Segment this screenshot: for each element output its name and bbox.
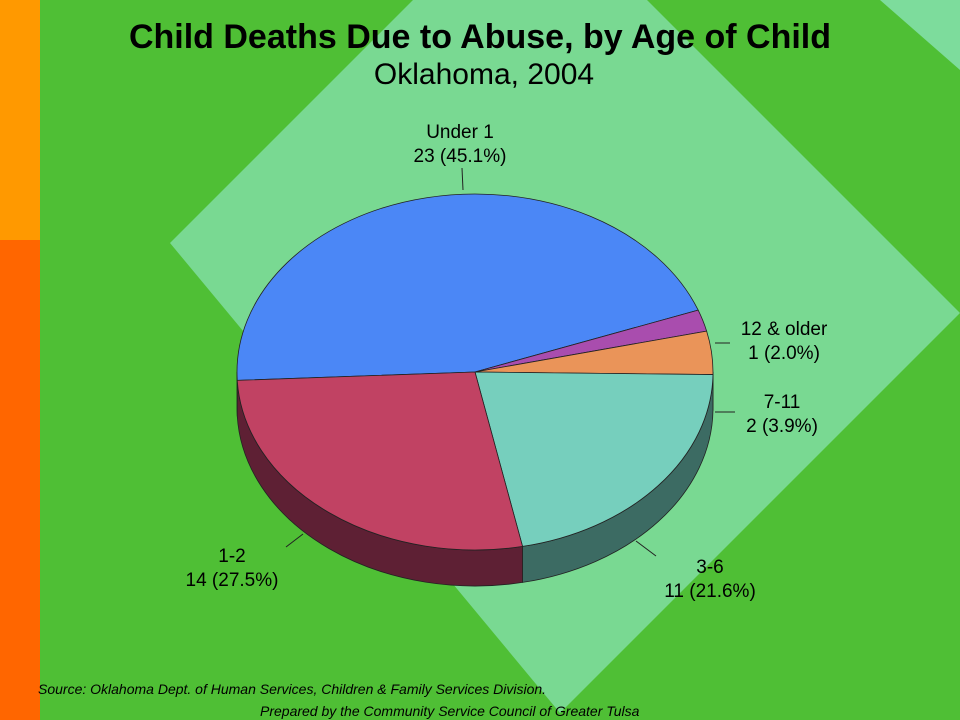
pie-labels: Under 1 23 (45.1%) 12 & older 1 (2.0%) 7-11 2… — [186, 122, 828, 602]
leader-line-under-1 — [461, 167, 464, 191]
pie-tops — [236, 193, 714, 551]
source-note: Source: Oklahoma Dept. of Human Services… — [38, 681, 547, 697]
slice-label-12-older: 12 & older — [741, 319, 828, 340]
accent-bar-top — [0, 0, 40, 240]
chart-title: Child Deaths Due to Abuse, by Age of Chi… — [128, 18, 832, 56]
slice-label-1-2: 1-2 — [218, 546, 245, 567]
leader-line-3-6 — [635, 540, 657, 557]
pie-slice-under-1 — [236, 193, 699, 381]
background-corner-triangle — [880, 0, 960, 70]
slice-label-7-11: 7-11 — [764, 392, 801, 413]
slice-value-under-1: 23 (45.1%) — [414, 146, 507, 167]
prepared-by-note: Prepared by the Community Service Counci… — [260, 703, 640, 719]
pie-slice-1-2 — [236, 371, 524, 551]
slice-value-7-11: 2 (3.9%) — [746, 416, 818, 437]
pie-leaders — [285, 167, 735, 557]
accent-bar-bottom — [0, 240, 40, 720]
pie-slice-3-6 — [474, 371, 714, 547]
slice-label-3-6: 3-6 — [696, 557, 723, 578]
slice-value-1-2: 14 (27.5%) — [186, 570, 279, 591]
chart-subtitle: Oklahoma, 2004 — [373, 58, 595, 91]
slice-value-3-6: 11 (21.6%) — [664, 581, 756, 602]
slice-label-under-1: Under 1 — [426, 122, 494, 143]
slice-value-12-older: 1 (2.0%) — [748, 343, 820, 364]
leader-line-1-2 — [285, 533, 304, 548]
